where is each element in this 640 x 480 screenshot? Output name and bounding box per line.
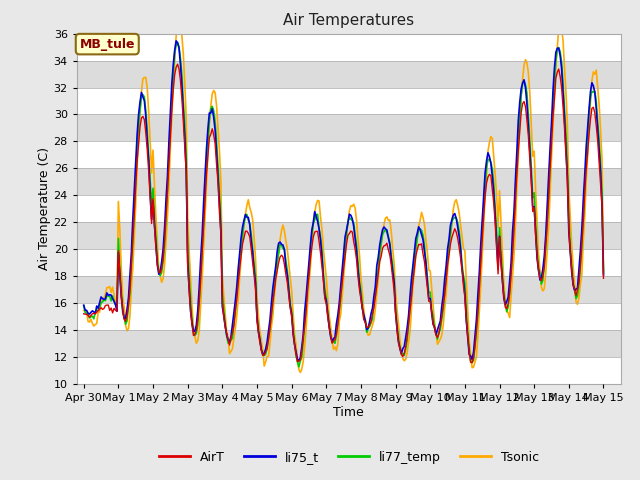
AirT — [94, 308, 102, 314]
li75_t — [600, 272, 607, 278]
Bar — [77, 357, 621, 384]
li77_temp — [80, 303, 88, 309]
Line: li75_t: li75_t — [84, 41, 604, 361]
Line: li77_temp: li77_temp — [84, 42, 604, 367]
AirT — [378, 253, 385, 259]
li77_temp — [295, 364, 303, 370]
Bar — [77, 276, 621, 303]
li75_t — [396, 346, 404, 351]
Bar — [77, 34, 621, 60]
li77_temp — [600, 271, 607, 276]
Bar — [77, 87, 621, 114]
Tsonic — [539, 288, 547, 294]
li77_temp — [94, 308, 102, 313]
Tsonic — [178, 33, 186, 39]
AirT — [539, 273, 547, 279]
li75_t — [94, 305, 102, 311]
X-axis label: Time: Time — [333, 406, 364, 419]
li75_t — [80, 302, 88, 308]
li75_t — [295, 358, 303, 364]
Tsonic — [94, 310, 102, 315]
Bar — [77, 222, 621, 249]
li77_temp — [379, 231, 387, 237]
AirT — [395, 340, 403, 346]
Bar — [77, 142, 621, 168]
Bar — [77, 330, 621, 357]
AirT — [468, 360, 476, 366]
li75_t — [408, 276, 415, 282]
li75_t — [172, 38, 180, 44]
Title: Air Temperatures: Air Temperatures — [284, 13, 414, 28]
Tsonic — [396, 336, 404, 342]
AirT — [600, 276, 607, 281]
li77_temp — [396, 344, 404, 350]
li75_t — [539, 266, 547, 272]
Bar — [77, 114, 621, 142]
Bar — [77, 168, 621, 195]
AirT — [406, 309, 414, 314]
Line: Tsonic: Tsonic — [84, 20, 604, 372]
li75_t — [178, 83, 186, 88]
Tsonic — [80, 308, 88, 313]
Legend: AirT, li75_t, li77_temp, Tsonic: AirT, li75_t, li77_temp, Tsonic — [154, 446, 544, 469]
Tsonic — [600, 267, 607, 273]
Tsonic — [175, 17, 183, 23]
Tsonic — [296, 370, 304, 375]
li77_temp — [173, 39, 181, 45]
Y-axis label: Air Temperature (C): Air Temperature (C) — [38, 147, 51, 270]
Line: AirT: AirT — [84, 64, 604, 363]
li77_temp — [539, 277, 547, 283]
Tsonic — [408, 307, 415, 312]
li77_temp — [178, 72, 186, 78]
li75_t — [379, 227, 387, 232]
Text: MB_tule: MB_tule — [79, 37, 135, 50]
li77_temp — [408, 292, 415, 298]
AirT — [178, 96, 186, 102]
Tsonic — [379, 231, 387, 237]
Bar — [77, 303, 621, 330]
Bar — [77, 60, 621, 87]
AirT — [80, 311, 88, 317]
Bar — [77, 195, 621, 222]
AirT — [173, 61, 181, 67]
Bar — [77, 249, 621, 276]
